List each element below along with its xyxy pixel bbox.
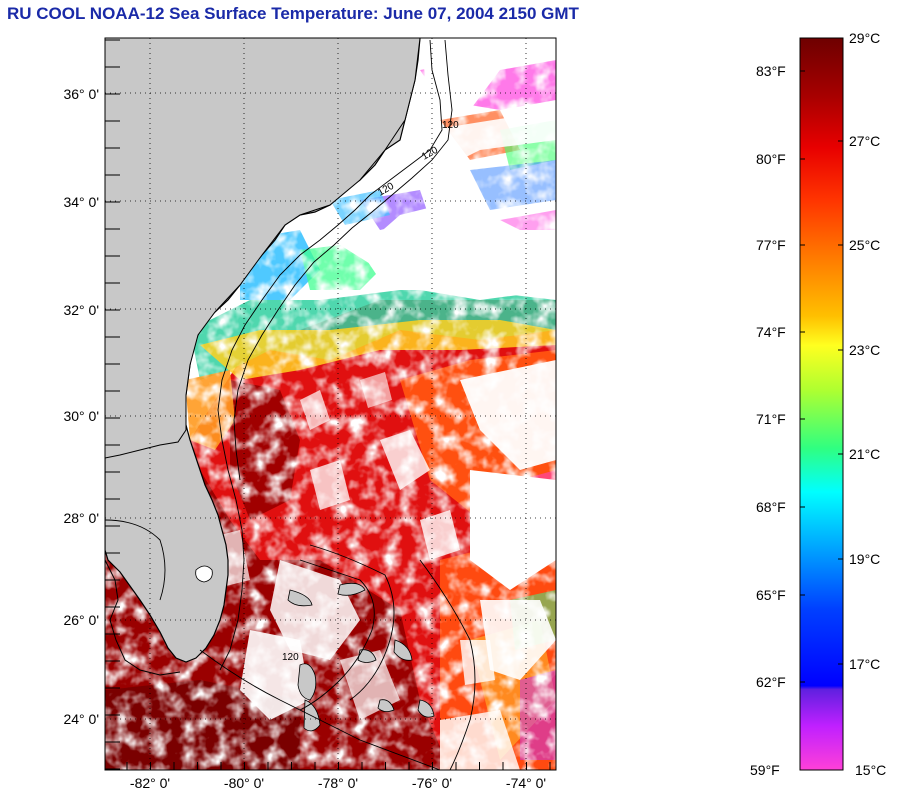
lat-label-24: 24° 0'	[63, 711, 99, 727]
colorbar-f-68: 68°F	[756, 499, 786, 515]
lat-label-36: 36° 0'	[63, 86, 99, 102]
colorbar-f-71: 71°F	[756, 411, 786, 427]
colorbar-c-19: 19°C	[849, 551, 881, 567]
colorbar-f-62: 62°F	[756, 674, 786, 690]
bathymetry-contours	[105, 39, 476, 770]
colorbar-c-17: 17°C	[849, 656, 881, 672]
colorbar-f-59: 59°F	[750, 762, 780, 778]
colorbar-c-21: 21°C	[849, 446, 881, 462]
colorbar-c-23: 23°C	[849, 342, 881, 358]
figure-title: RU COOL NOAA-12 Sea Surface Temperature:…	[7, 4, 579, 23]
axis-ticks	[105, 39, 551, 770]
colorbar	[799, 37, 844, 771]
colorbar-c-15: 15°C	[855, 762, 887, 778]
lon-label-74: -74° 0'	[505, 775, 547, 791]
colorbar-f-80: 80°F	[756, 151, 786, 167]
land-florida-panhandle	[105, 38, 421, 459]
bahamas-islands	[287, 582, 435, 732]
lat-label-34: 34° 0'	[63, 194, 99, 210]
lon-label-80: -80° 0'	[223, 775, 265, 791]
map-frame	[104, 37, 557, 771]
contour-label: 120	[282, 652, 299, 663]
colorbar-c-25: 25°C	[849, 237, 881, 253]
lon-label-76: -76° 0'	[411, 775, 453, 791]
contour-label: 120	[442, 120, 459, 131]
colorbar-c-29: 29°C	[849, 30, 881, 46]
colorbar-f-65: 65°F	[756, 587, 786, 603]
lon-label-82: -82° 0'	[129, 775, 171, 791]
lat-label-28: 28° 0'	[63, 510, 99, 526]
cloud-masses	[200, 40, 556, 770]
colorbar-f-77: 77°F	[756, 237, 786, 253]
colorbar-f-83: 83°F	[756, 63, 786, 79]
land-cuba	[105, 559, 181, 676]
lake-okeechobee	[195, 565, 213, 583]
colorbar-ticks	[800, 37, 843, 771]
lat-label-32: 32° 0'	[63, 302, 99, 318]
colorbar-c-27: 27°C	[849, 133, 881, 149]
lat-label-30: 30° 0'	[63, 408, 99, 424]
graticule	[105, 38, 556, 770]
lon-label-78: -78° 0'	[317, 775, 359, 791]
colorbar-f-74: 74°F	[756, 324, 786, 340]
lat-label-26: 26° 0'	[63, 612, 99, 628]
map-plot-area: 120 120 120 120	[105, 38, 556, 770]
